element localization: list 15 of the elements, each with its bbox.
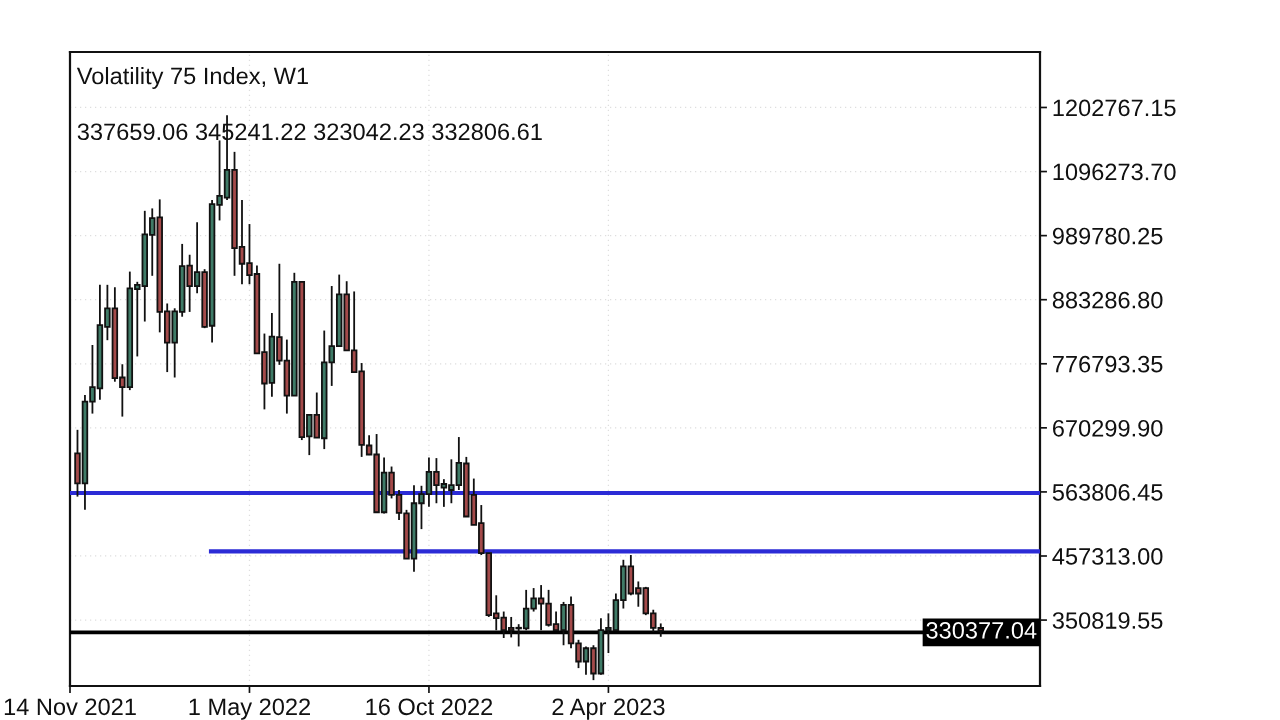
y-tick-label: 776793.35	[1053, 355, 1163, 373]
y-tick-label: 670299.90	[1053, 419, 1163, 437]
y-tick-label: 989780.25	[1052, 227, 1163, 245]
x-tick-label: 16 Oct 2022	[366, 698, 493, 716]
y-tick-label: 350819.55	[1052, 612, 1163, 629]
text: Volatility 75 Index, W1	[76, 66, 308, 89]
x-tick-label: 1 May 2022	[189, 698, 310, 720]
y-tick-label: 883286.80	[1052, 291, 1163, 309]
y-tick-label: 1202767.15	[1053, 99, 1176, 117]
x-tick-label: 14 Nov 2021	[4, 698, 136, 716]
x-tick-label: 2 Apr 2023	[552, 698, 665, 720]
ref-line-label: 330377.04	[926, 621, 1037, 639]
y-tick-label: 457313.00	[1052, 548, 1163, 565]
y-tick-label: 1096273.70	[1053, 163, 1176, 181]
y-tick-label: 563806.45	[1052, 483, 1163, 501]
